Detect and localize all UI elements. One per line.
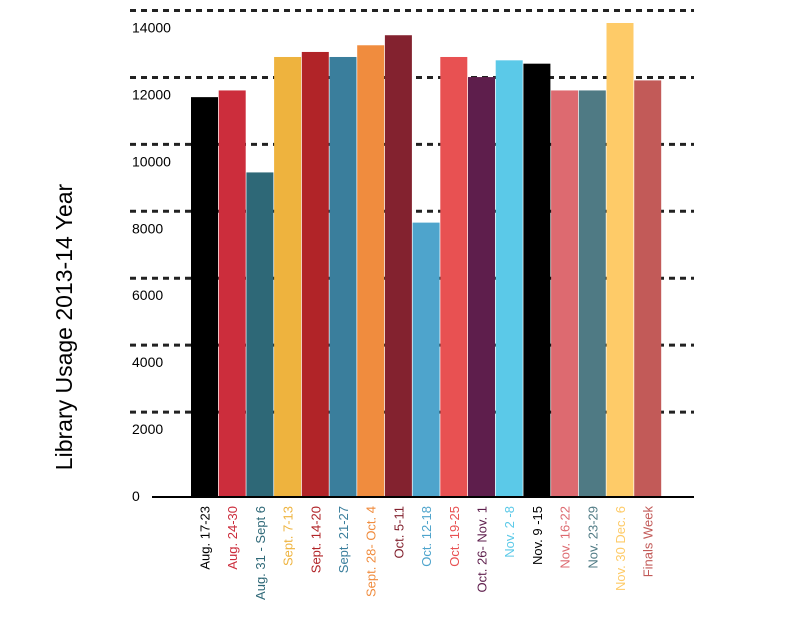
bar xyxy=(523,63,551,498)
x-tick-label: Sept. 7-13 xyxy=(281,506,296,566)
bars xyxy=(191,23,662,498)
bar xyxy=(551,90,579,497)
bar xyxy=(495,60,523,497)
y-tick-label: 6000 xyxy=(132,287,163,303)
bar xyxy=(468,77,495,498)
x-tick-label: Oct. 5-11 xyxy=(391,506,406,559)
x-tick-label: Finals Week xyxy=(641,506,656,578)
y-axis-label: Library Usage 2013-14 Year xyxy=(51,183,77,470)
x-tick-label: Sept. 14-20 xyxy=(308,506,323,573)
x-tick-label: Sept. 28- Oct. 4 xyxy=(364,506,379,597)
y-tick-label: 0 xyxy=(132,488,140,504)
y-tick-labels: 0 2000 4000 6000 8000 10000 12000 14000 xyxy=(132,20,171,504)
bar xyxy=(191,97,218,497)
x-tick-label: Oct. 19-25 xyxy=(447,506,462,567)
x-tick-label: Oct. 12-18 xyxy=(419,506,434,567)
bar xyxy=(440,56,468,497)
bar xyxy=(246,172,274,497)
y-tick-label: 8000 xyxy=(132,220,163,236)
x-tick-label: Nov. 16-22 xyxy=(558,506,573,569)
bar xyxy=(606,23,634,497)
bar xyxy=(412,222,440,497)
y-tick-label: 10000 xyxy=(132,153,171,169)
bar xyxy=(301,51,329,497)
bar xyxy=(384,35,412,497)
y-tick-label: 4000 xyxy=(132,354,163,370)
y-tick-label: 14000 xyxy=(132,20,171,36)
bar xyxy=(274,56,302,497)
x-tick-label: Oct. 26- Nov. 1 xyxy=(475,506,490,592)
x-tick-label: Nov. 23-29 xyxy=(585,506,600,569)
bar xyxy=(634,80,662,498)
x-tick-label: Aug. 17-23 xyxy=(198,506,213,570)
x-tick-label: Nov. 9 -15 xyxy=(530,506,545,565)
x-tick-label: Nov. 2 -8 xyxy=(502,506,517,558)
x-tick-labels: Aug. 17-23 Aug. 24-30 Aug. 31 - Sept 6 Sept… xyxy=(198,506,656,600)
bar xyxy=(578,90,606,497)
x-tick-label: Sept. 21-27 xyxy=(336,506,351,573)
y-tick-label: 2000 xyxy=(132,421,163,437)
bar xyxy=(357,45,385,498)
x-tick-label: Aug. 31 - Sept 6 xyxy=(253,506,268,600)
y-tick-label: 12000 xyxy=(132,86,171,102)
bar xyxy=(329,56,357,497)
bar xyxy=(218,90,246,497)
x-tick-label: Aug. 24-30 xyxy=(225,506,240,570)
x-tick-label: Nov. 30 Dec. 6 xyxy=(613,506,628,591)
